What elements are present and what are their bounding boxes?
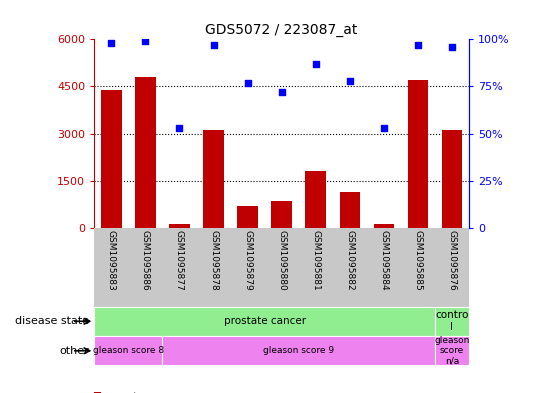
Text: contro
l: contro l xyxy=(435,310,468,332)
Point xyxy=(345,78,354,84)
Text: GSM1095885: GSM1095885 xyxy=(413,230,423,291)
Text: other: other xyxy=(59,346,89,356)
Point xyxy=(278,89,286,95)
Bar xyxy=(135,77,156,228)
Point xyxy=(413,42,422,48)
Text: GSM1095879: GSM1095879 xyxy=(243,230,252,291)
Text: gleason score 9: gleason score 9 xyxy=(263,346,334,355)
Point xyxy=(141,38,150,44)
Point xyxy=(243,79,252,86)
Text: GSM1095881: GSM1095881 xyxy=(311,230,320,291)
Text: GSM1095882: GSM1095882 xyxy=(345,230,354,291)
Text: prostate cancer: prostate cancer xyxy=(224,316,306,326)
Point xyxy=(107,40,116,46)
Point xyxy=(379,125,388,131)
Bar xyxy=(306,171,326,228)
Text: GSM1095880: GSM1095880 xyxy=(277,230,286,291)
Bar xyxy=(407,80,428,228)
Text: GSM1095877: GSM1095877 xyxy=(175,230,184,291)
Bar xyxy=(162,336,435,365)
Point xyxy=(447,44,456,50)
Bar xyxy=(374,224,394,228)
Bar xyxy=(94,336,162,365)
Text: GSM1095878: GSM1095878 xyxy=(209,230,218,291)
Text: GSM1095876: GSM1095876 xyxy=(447,230,457,291)
Bar xyxy=(101,90,122,228)
Text: GSM1095884: GSM1095884 xyxy=(379,230,388,291)
Text: disease state: disease state xyxy=(15,316,89,326)
Bar xyxy=(203,130,224,228)
Bar xyxy=(169,224,190,228)
Title: GDS5072 / 223087_at: GDS5072 / 223087_at xyxy=(205,23,358,37)
Bar xyxy=(441,130,462,228)
Bar xyxy=(237,206,258,228)
Text: gleason score 8: gleason score 8 xyxy=(93,346,164,355)
Text: gleason
score
n/a: gleason score n/a xyxy=(434,336,469,365)
Bar xyxy=(435,336,469,365)
Bar xyxy=(340,192,360,228)
Text: count: count xyxy=(106,392,137,393)
Point xyxy=(312,61,320,67)
Point xyxy=(175,125,184,131)
Bar xyxy=(435,307,469,336)
Bar xyxy=(272,201,292,228)
Text: GSM1095886: GSM1095886 xyxy=(141,230,150,291)
Point xyxy=(209,42,218,48)
Text: GSM1095883: GSM1095883 xyxy=(107,230,116,291)
